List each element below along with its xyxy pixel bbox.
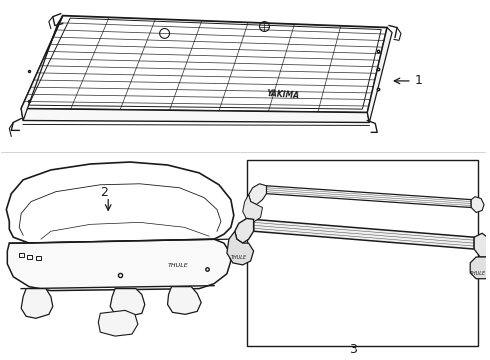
Polygon shape [248, 184, 267, 204]
Polygon shape [110, 289, 145, 316]
Polygon shape [168, 287, 201, 314]
Polygon shape [7, 239, 231, 291]
Polygon shape [6, 162, 234, 243]
Text: THULE: THULE [231, 255, 247, 260]
Polygon shape [267, 186, 471, 207]
Polygon shape [21, 15, 63, 121]
Polygon shape [470, 249, 490, 279]
Polygon shape [471, 197, 484, 212]
Polygon shape [474, 233, 490, 257]
Polygon shape [21, 109, 369, 122]
Polygon shape [98, 310, 138, 336]
Polygon shape [368, 27, 392, 122]
Polygon shape [254, 219, 474, 249]
Bar [246, 160, 478, 346]
Bar [19, 253, 24, 257]
Text: YAKIMA: YAKIMA [267, 89, 300, 101]
Polygon shape [235, 219, 254, 243]
Text: 3: 3 [349, 343, 357, 356]
Text: 1: 1 [415, 75, 423, 87]
Text: THULE: THULE [168, 263, 188, 268]
Polygon shape [243, 195, 263, 221]
Text: 2: 2 [100, 186, 108, 199]
Polygon shape [227, 231, 254, 265]
Bar [36, 256, 41, 260]
Polygon shape [21, 15, 387, 113]
Text: THULE: THULE [470, 271, 487, 276]
Polygon shape [21, 289, 53, 318]
Bar [27, 255, 32, 259]
